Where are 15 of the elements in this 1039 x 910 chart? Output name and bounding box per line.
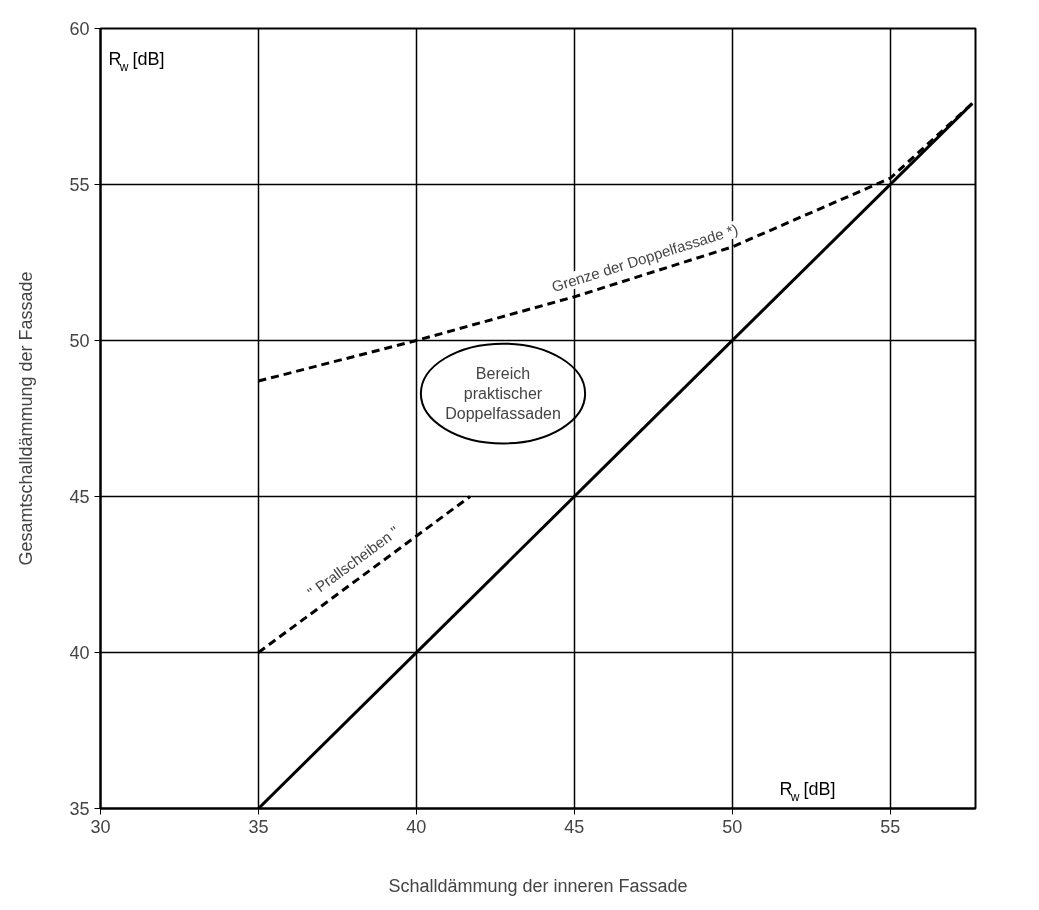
y-tick-label: 40 <box>69 643 90 663</box>
y-tick-label: 55 <box>69 175 90 195</box>
x-axis-title: Schalldämmung der inneren Fassade <box>388 875 688 896</box>
y-tick-label: 35 <box>69 799 90 819</box>
x-tick-label: 40 <box>406 816 427 837</box>
y-tick-label: 45 <box>69 487 90 507</box>
y-axis-title: Gesamtschalldämmung der Fassade <box>16 271 37 566</box>
x-tick-label: 30 <box>90 816 111 837</box>
x-tick-label: 35 <box>248 816 269 837</box>
x-tick-label: 50 <box>722 816 743 837</box>
x-tick-label: 45 <box>564 816 585 837</box>
y-tick-label: 60 <box>69 19 90 39</box>
y-tick-label: 50 <box>69 331 90 351</box>
x-tick-label: 55 <box>880 816 901 837</box>
annotation: Bereich praktischer Doppelfassaden <box>445 364 561 423</box>
